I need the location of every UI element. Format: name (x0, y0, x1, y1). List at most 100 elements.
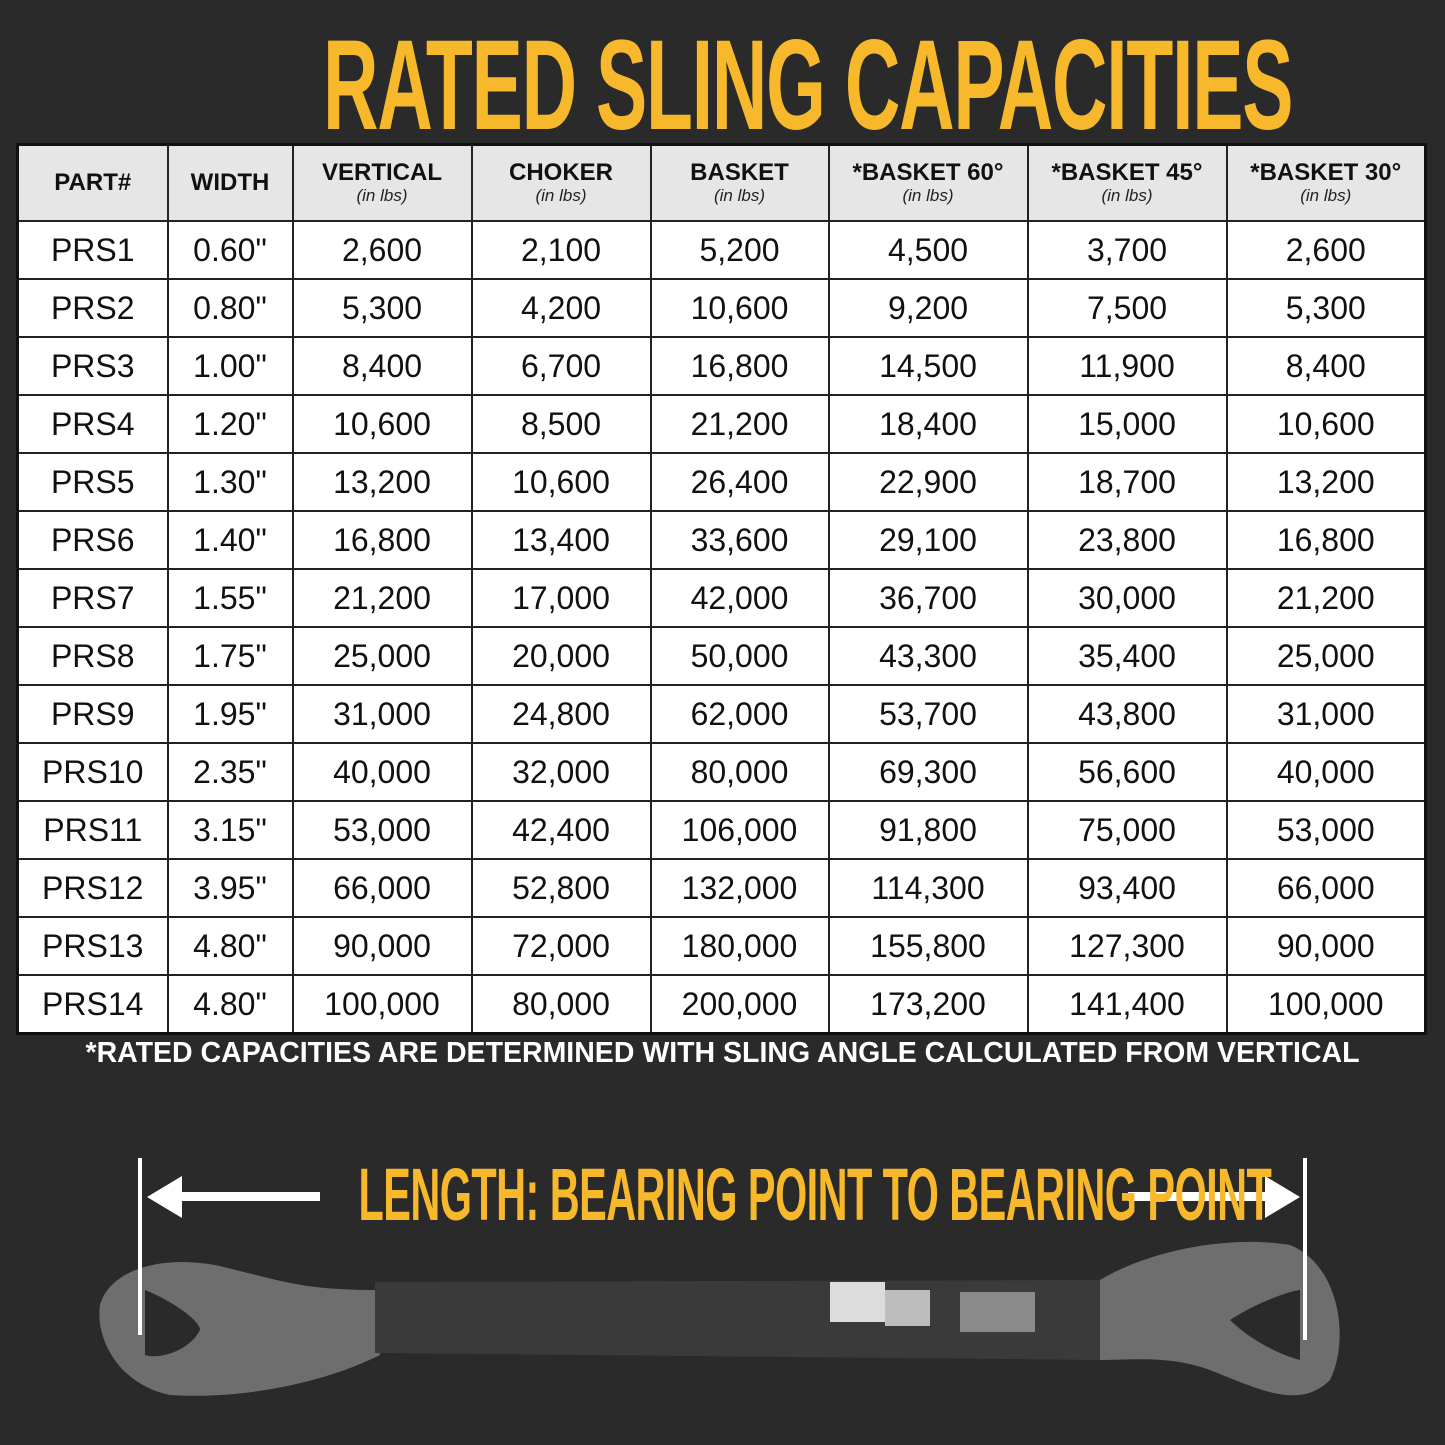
table-cell: PRS8 (16, 626, 169, 686)
table-cell: 106,000 (649, 800, 830, 860)
table-cell: 2,600 (291, 220, 473, 280)
table-cell: PRS10 (16, 742, 169, 802)
table-cell: 33,600 (649, 510, 830, 570)
page-title: RATED SLING CAPACITIES (323, 14, 1293, 157)
column-header-label: CHOKER (508, 159, 613, 186)
length-label: LENGTH: BEARING POINT TO BEARING POINT (358, 1153, 1272, 1236)
table-cell: 3.15" (166, 800, 294, 860)
table-cell: 200,000 (649, 974, 830, 1035)
table-cell: 4.80" (166, 916, 294, 976)
table-cell: PRS12 (16, 858, 169, 918)
table-cell: 40,000 (1225, 742, 1427, 802)
table-cell: 43,800 (1026, 684, 1228, 744)
table-cell: 93,400 (1026, 858, 1228, 918)
table-cell: 21,200 (649, 394, 830, 454)
table-cell: 5,200 (649, 220, 830, 280)
table-cell: 10,600 (649, 278, 830, 338)
table-cell: 31,000 (291, 684, 473, 744)
table-cell: 53,700 (827, 684, 1029, 744)
table-cell: 16,800 (649, 336, 830, 396)
column-header-unit: (in lbs) (1101, 186, 1153, 205)
table-header-row: PART# WIDTH VERTICAL (in lbs) CHOKER (in lbs)… (16, 143, 1427, 222)
table-cell: 15,000 (1026, 394, 1228, 454)
table-cell: 32,000 (470, 742, 652, 802)
table-cell: 13,200 (291, 452, 473, 512)
footnote: *RATED CAPACITIES ARE DETERMINED WITH SL… (85, 1037, 1360, 1069)
column-header: WIDTH (166, 143, 294, 222)
table-cell: 16,800 (1225, 510, 1427, 570)
table-cell: 22,900 (827, 452, 1029, 512)
table-cell: 75,000 (1026, 800, 1228, 860)
table-cell: 42,000 (649, 568, 830, 628)
table-cell: 7,500 (1026, 278, 1228, 338)
table-cell: 36,700 (827, 568, 1029, 628)
table-cell: 180,000 (649, 916, 830, 976)
table-cell: 3,700 (1026, 220, 1228, 280)
sling-tag (830, 1282, 885, 1322)
sling-body (99, 1241, 1340, 1396)
table-cell: 35,400 (1026, 626, 1228, 686)
table-row: PRS13 4.80" 90,000 72,000 180,000 155,800 127,… (16, 916, 1427, 976)
table-cell: 52,800 (470, 858, 652, 918)
table-cell: 114,300 (827, 858, 1029, 918)
table-cell: 13,200 (1225, 452, 1427, 512)
column-header-label: WIDTH (190, 169, 270, 196)
table-cell: PRS14 (16, 974, 169, 1035)
table-row: PRS10 2.35" 40,000 32,000 80,000 69,300 56,600… (16, 742, 1427, 802)
left-arrow-icon (147, 1176, 320, 1218)
table-cell: 20,000 (470, 626, 652, 686)
table-cell: 16,800 (291, 510, 473, 570)
table-row: PRS1 0.60" 2,600 2,100 5,200 4,500 3,700 2,600 (16, 220, 1427, 280)
table-cell: 10,600 (470, 452, 652, 512)
table-row: PRS9 1.95" 31,000 24,800 62,000 53,700 43,800 3… (16, 684, 1427, 744)
table-cell: 8,400 (291, 336, 473, 396)
table-cell: 2.35" (166, 742, 294, 802)
table-cell: PRS4 (16, 394, 169, 454)
table-cell: 0.80" (166, 278, 294, 338)
table-row: PRS14 4.80" 100,000 80,000 200,000 173,200 141… (16, 974, 1427, 1035)
table-row: PRS7 1.55" 21,200 17,000 42,000 36,700 30,000 2… (16, 568, 1427, 628)
table-cell: PRS3 (16, 336, 169, 396)
table-cell: 4,500 (827, 220, 1029, 280)
sling-illustration (99, 1158, 1340, 1396)
table-cell: 80,000 (649, 742, 830, 802)
table-cell: 72,000 (470, 916, 652, 976)
table-cell: 9,200 (827, 278, 1029, 338)
column-header: *BASKET 60° (in lbs) (827, 143, 1029, 222)
column-header-label: *BASKET 45° (1051, 159, 1203, 186)
table-cell: 17,000 (470, 568, 652, 628)
table-cell: 90,000 (1225, 916, 1427, 976)
table-cell: 24,800 (470, 684, 652, 744)
table-cell: 4.80" (166, 974, 294, 1035)
column-header: PART# (16, 143, 169, 222)
table-cell: 11,900 (1026, 336, 1228, 396)
table-cell: 43,300 (827, 626, 1029, 686)
column-header-label: *BASKET 60° (852, 159, 1004, 186)
table-cell: PRS1 (16, 220, 169, 280)
column-header-label: PART# (54, 169, 132, 196)
table-cell: 100,000 (1225, 974, 1427, 1035)
table-row: PRS4 1.20" 10,600 8,500 21,200 18,400 15,000 10… (16, 394, 1427, 454)
column-header-unit: (in lbs) (713, 186, 765, 205)
column-header-unit: (in lbs) (356, 186, 408, 205)
table-cell: PRS11 (16, 800, 169, 860)
table-cell: PRS7 (16, 568, 169, 628)
table-row: PRS11 3.15" 53,000 42,400 106,000 91,800 75,00… (16, 800, 1427, 860)
table-cell: 66,000 (1225, 858, 1427, 918)
table-cell: 40,000 (291, 742, 473, 802)
table-cell: 1.55" (166, 568, 294, 628)
table-cell: 21,200 (291, 568, 473, 628)
column-header: CHOKER (in lbs) (470, 143, 652, 222)
table-cell: 10,600 (291, 394, 473, 454)
table-cell: 1.20" (166, 394, 294, 454)
table-cell: 90,000 (291, 916, 473, 976)
table-row: PRS3 1.00" 8,400 6,700 16,800 14,500 11,900 8,4… (16, 336, 1427, 396)
column-header-unit: (in lbs) (535, 186, 587, 205)
column-header: *BASKET 30° (in lbs) (1225, 143, 1427, 222)
table-cell: 42,400 (470, 800, 652, 860)
table-cell: 155,800 (827, 916, 1029, 976)
table-cell: 30,000 (1026, 568, 1228, 628)
table-cell: 18,400 (827, 394, 1029, 454)
table-cell: 0.60" (166, 220, 294, 280)
table-cell: 13,400 (470, 510, 652, 570)
